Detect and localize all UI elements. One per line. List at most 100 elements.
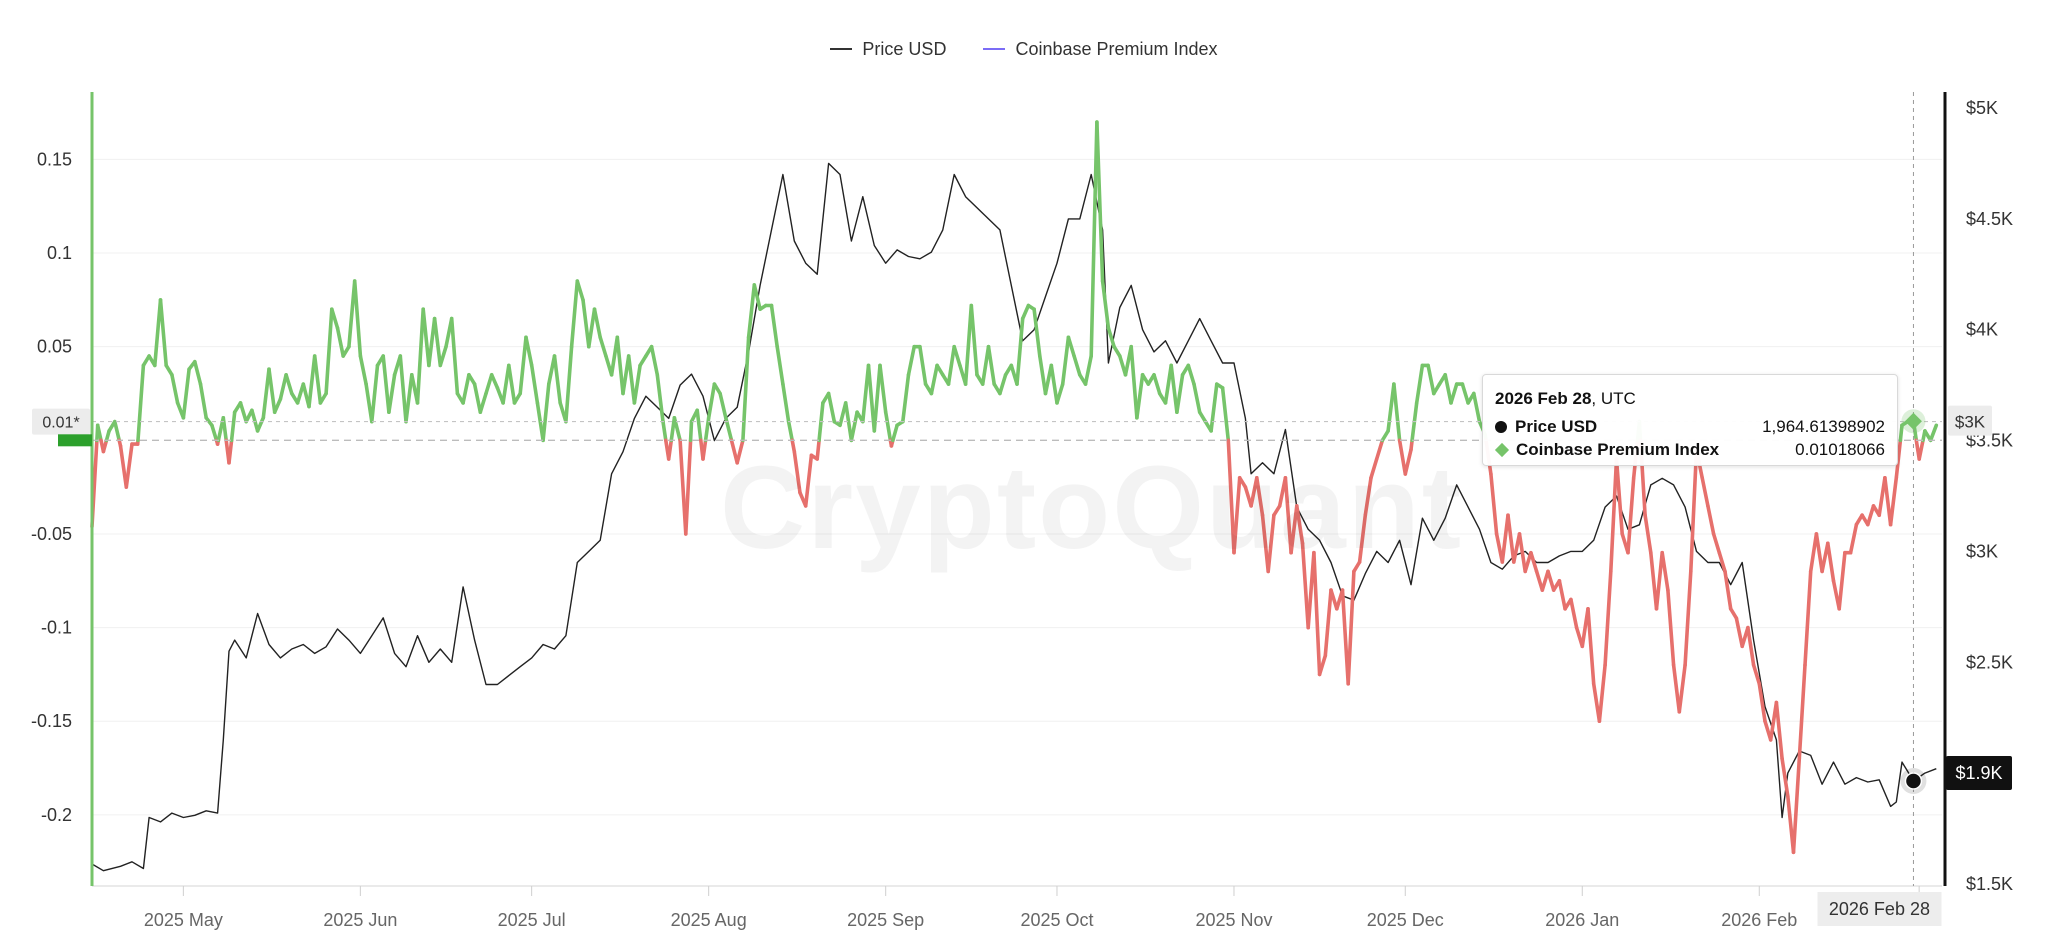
premium-segment xyxy=(1609,457,1619,574)
premium-segment xyxy=(1192,382,1202,415)
premium-segment xyxy=(649,344,660,377)
premium-segment xyxy=(1100,279,1111,330)
premium-segment xyxy=(101,438,109,454)
premium-segment xyxy=(153,298,163,368)
premium-segment xyxy=(683,438,693,536)
premium-segment xyxy=(666,438,674,461)
premium-segment xyxy=(1523,550,1533,574)
legend-item-premium[interactable]: Coinbase Premium Index xyxy=(983,38,1218,60)
premium-segment xyxy=(769,303,780,349)
premium-segment xyxy=(1232,475,1242,555)
premium-segment xyxy=(1414,363,1425,405)
premium-segment xyxy=(1015,316,1025,386)
premium-segment xyxy=(1814,532,1824,574)
premium-segment xyxy=(113,419,121,443)
premium-segment xyxy=(575,279,585,302)
left-marker-badge xyxy=(32,408,90,435)
premium-segment xyxy=(1826,541,1836,583)
right-tick-label: $4.5K xyxy=(1966,209,2013,229)
x-tick-label: 2026 Jan xyxy=(1545,910,1619,930)
premium-segment xyxy=(815,438,821,461)
premium-segment xyxy=(489,372,500,390)
tooltip-row-price: Price USD 1,964.61398902 xyxy=(1495,415,1885,438)
premium-segment xyxy=(472,382,483,415)
premium-segment xyxy=(1723,569,1733,611)
x-tick-label: 2025 Jul xyxy=(498,910,566,930)
premium-segment xyxy=(1540,569,1550,592)
premium-segment xyxy=(518,335,528,396)
crosshair-date-label: 2026 Feb 28 xyxy=(1829,899,1930,919)
premium-segment xyxy=(718,391,728,420)
premium-segment xyxy=(1671,663,1682,714)
premium-segment xyxy=(1397,438,1408,476)
premium-segment xyxy=(198,382,208,420)
legend-label-premium: Coinbase Premium Index xyxy=(1015,38,1218,59)
premium-segment xyxy=(427,316,437,368)
premium-segment xyxy=(564,344,574,424)
crosshair-date-badge xyxy=(1817,892,1942,926)
premium-segment xyxy=(1135,372,1145,420)
right-tick-label: $2.5K xyxy=(1966,652,2013,672)
premium-segment xyxy=(735,438,745,465)
premium-segment xyxy=(632,363,642,405)
premium-segment xyxy=(1700,475,1710,508)
premium-segment xyxy=(1677,663,1687,714)
premium-segment xyxy=(95,423,103,443)
premium-segment xyxy=(592,307,603,340)
premium-segment xyxy=(1546,569,1556,592)
premium-segment xyxy=(1312,550,1322,677)
premium-segment xyxy=(1237,475,1248,489)
premium-segment xyxy=(1534,569,1545,592)
premium-segment xyxy=(906,344,917,377)
premium-segment xyxy=(1295,504,1305,546)
premium-segment xyxy=(729,438,740,465)
x-tick-label: 2026 Feb xyxy=(1721,910,1797,930)
premium-segment xyxy=(1380,429,1390,443)
left-tick-label: 0.05 xyxy=(37,337,72,357)
premium-segment xyxy=(467,372,477,386)
premium-segment xyxy=(655,372,665,424)
premium-segment xyxy=(136,363,146,443)
premium-segment xyxy=(1220,386,1231,443)
premium-segment xyxy=(1129,344,1139,420)
premium-segment xyxy=(866,363,877,433)
premium-segment xyxy=(438,344,448,368)
premium-segment xyxy=(352,279,363,358)
premium-segment xyxy=(792,449,802,495)
premium-segment xyxy=(529,363,540,405)
premium-segment xyxy=(118,444,129,489)
x-tick-label: 2025 Sep xyxy=(847,910,924,930)
premium-segment xyxy=(272,397,283,415)
premium-segment xyxy=(598,335,608,358)
right-axis: $5K$4.5K$4K$3.5K$3K$2.5K$1.5K xyxy=(1966,98,2013,894)
premium-segment xyxy=(1357,513,1368,564)
premium-segment xyxy=(786,419,795,443)
premium-segment xyxy=(541,382,551,443)
premium-segment xyxy=(1197,410,1208,424)
premium-segment xyxy=(1797,663,1807,761)
premium-segment xyxy=(688,419,694,443)
premium-segment xyxy=(1038,354,1048,396)
premium-segment xyxy=(752,283,762,312)
premium-segment xyxy=(569,279,580,349)
premium-segment xyxy=(1106,326,1116,349)
left-tick-label: -0.05 xyxy=(31,524,72,544)
premium-segment xyxy=(952,344,962,368)
premium-segment xyxy=(1569,597,1579,630)
premium-segment xyxy=(1472,391,1482,424)
left-tick-label: 0.15 xyxy=(37,149,72,169)
premium-segment xyxy=(210,423,219,443)
legend-item-price[interactable]: Price USD xyxy=(830,39,946,60)
premium-segment xyxy=(1283,475,1293,555)
premium-segment xyxy=(158,298,168,368)
premium-segment xyxy=(324,307,334,396)
premium-segment xyxy=(1095,120,1105,283)
premium-segment xyxy=(1060,335,1071,386)
premium-segment xyxy=(506,363,517,405)
tooltip: 2026 Feb 28, UTC Price USD 1,964.6139890… xyxy=(1482,374,1898,466)
premium-segment xyxy=(1898,423,1904,443)
premium-segment xyxy=(1848,522,1859,555)
premium-segment xyxy=(404,372,414,424)
premium-segment xyxy=(1392,382,1402,443)
